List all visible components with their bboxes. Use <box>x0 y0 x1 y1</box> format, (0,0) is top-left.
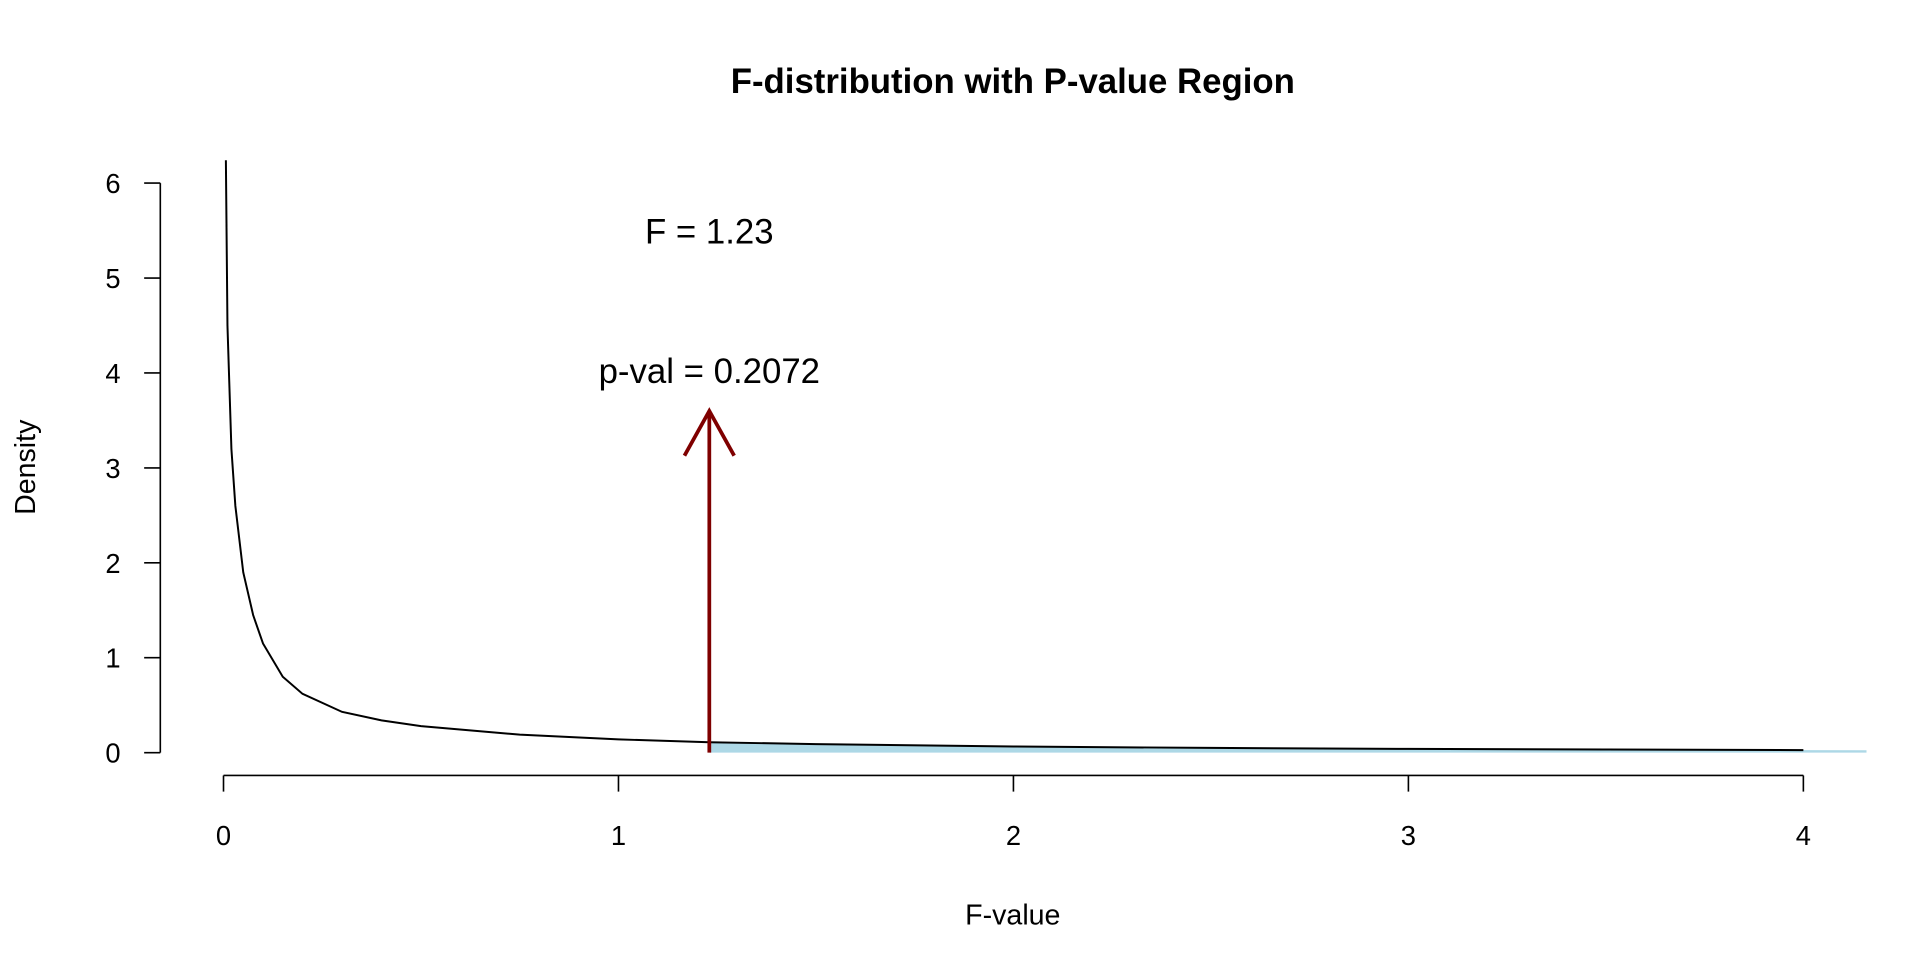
chart-title: F-distribution with P-value Region <box>731 63 1295 101</box>
y-tick-label: 3 <box>105 453 120 484</box>
y-axis-label: Density <box>10 419 42 515</box>
x-tick-label: 2 <box>1006 820 1021 851</box>
arrow-head <box>682 407 736 457</box>
x-axis-label: F-value <box>965 900 1060 932</box>
x-tick-label: 1 <box>611 820 626 851</box>
plot-area <box>224 160 1867 753</box>
y-tick-label: 2 <box>105 548 120 579</box>
y-tick-label: 0 <box>105 738 120 769</box>
y-tick-label: 6 <box>105 168 120 199</box>
x-tick-label: 4 <box>1796 820 1811 851</box>
annotation: F = 1.23 <box>645 214 774 252</box>
density-curve <box>224 160 1804 752</box>
y-tick-label: 1 <box>105 643 120 674</box>
x-tick-label: 0 <box>216 820 231 851</box>
y-tick-label: 5 <box>105 263 120 294</box>
x-tick-label: 3 <box>1401 820 1416 851</box>
y-tick-label: 4 <box>105 358 120 389</box>
annotation: p-val = 0.2072 <box>599 353 820 391</box>
